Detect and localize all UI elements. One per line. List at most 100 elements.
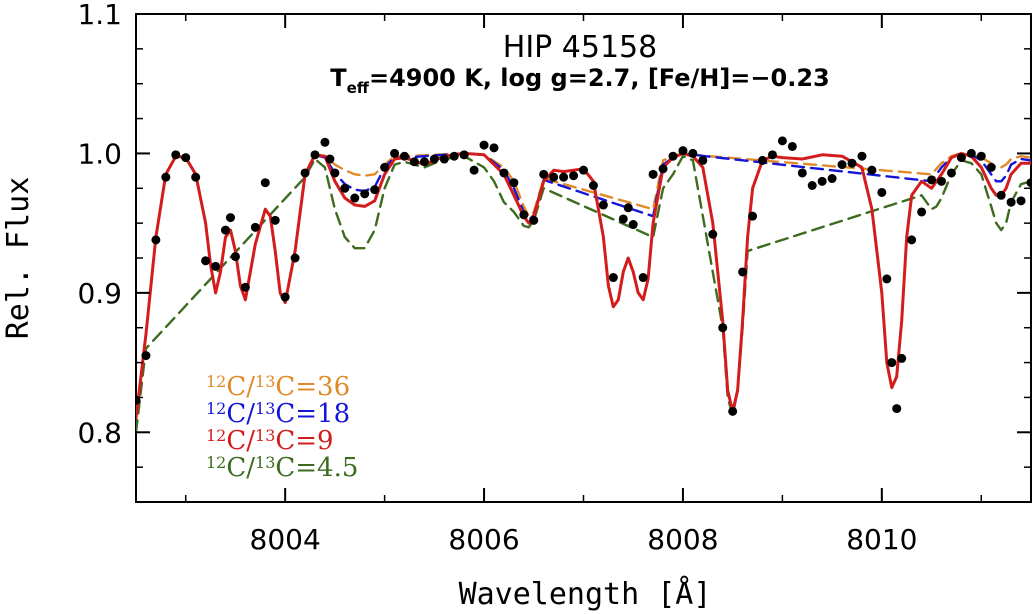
data-point [300, 168, 310, 178]
data-point [1026, 178, 1031, 188]
data-point [529, 215, 539, 225]
data-point [270, 215, 280, 225]
data-point [569, 171, 579, 181]
data-point [171, 150, 181, 160]
data-point [509, 178, 519, 188]
data-point [579, 165, 588, 175]
data-point [658, 164, 668, 174]
data-point [221, 225, 230, 235]
data-point [211, 261, 221, 271]
data-point [678, 146, 688, 156]
ticks: 8004 8006 8008 8010 0.8 0.9 1.0 1.1 [77, 0, 1031, 556]
legend-entry: 12C/13C=36 [206, 372, 350, 402]
legend-text-part: C/ [226, 426, 255, 456]
data-point [370, 185, 380, 195]
data-point [718, 323, 728, 333]
data-point [618, 214, 628, 224]
data-point [201, 256, 211, 266]
data-point [777, 136, 787, 146]
data-point [225, 213, 235, 223]
data-point [191, 172, 201, 182]
data-point [927, 175, 937, 185]
data-point [797, 168, 807, 178]
x-axis-title: Wavelength [Å] [459, 576, 712, 612]
data-point [917, 207, 927, 217]
data-point [956, 153, 966, 163]
data-point [996, 190, 1006, 200]
legend-superscript: 12 [206, 426, 226, 445]
data-point [230, 252, 240, 262]
legend-entry: 12C/13C=18 [206, 399, 350, 429]
data-point [728, 406, 738, 416]
data-point [360, 189, 370, 199]
data-point [937, 176, 946, 186]
series-line-12C-13C-4.5 [136, 154, 1031, 434]
data-point [1006, 197, 1016, 207]
y-tick-label: 1.0 [77, 137, 122, 170]
data-point [429, 154, 439, 164]
legend-superscript: 13 [255, 453, 275, 472]
legend-superscript: 12 [206, 453, 226, 472]
x-tick-label: 8006 [448, 523, 519, 556]
data-point [350, 193, 360, 203]
data-point [608, 273, 618, 283]
data-point [181, 153, 191, 163]
subtitle-params: =4900 K, log g=2.7, [Fe/H]=−0.23 [369, 64, 830, 92]
legend-text-part: C/ [226, 399, 255, 429]
y-tick-label: 0.8 [77, 416, 122, 449]
data-point [907, 235, 917, 245]
data-point [280, 292, 290, 302]
data-point [767, 150, 777, 160]
legend-superscript: 13 [255, 372, 275, 391]
data-point [419, 157, 429, 167]
data-point [519, 210, 529, 220]
data-point [787, 141, 797, 151]
teff-symbol: T [330, 64, 347, 92]
data-point [837, 160, 847, 170]
data-point [499, 168, 509, 178]
data-point [638, 273, 648, 283]
data-point [966, 148, 976, 158]
data-point [946, 168, 956, 178]
data-point [549, 172, 559, 182]
data-point [628, 220, 638, 230]
x-tick-label: 8010 [846, 523, 917, 556]
data-point [409, 157, 419, 167]
data-point [449, 151, 459, 161]
y-axis-title: Rel. Flux [1, 177, 36, 340]
data-point [250, 222, 260, 232]
data-point [688, 148, 698, 158]
legend-superscript: 13 [255, 426, 275, 445]
data-point [400, 151, 409, 161]
data-point [325, 154, 335, 164]
data-point [151, 235, 161, 245]
data-point [758, 155, 767, 165]
legend-superscript: 13 [255, 399, 275, 418]
data-point [857, 151, 867, 161]
legend-text-part: C=18 [275, 399, 350, 429]
legend-text-part: C=4.5 [275, 453, 358, 483]
data-point [380, 162, 390, 172]
data-point [976, 151, 986, 161]
data-point [310, 150, 320, 160]
legend-entry: 12C/13C=4.5 [206, 453, 358, 483]
data-point [260, 178, 270, 188]
teff-subscript: eff [347, 79, 370, 97]
legend-text-part: C=36 [275, 372, 350, 402]
data-point [887, 358, 897, 368]
data-point [489, 143, 499, 153]
data-point [330, 168, 340, 178]
chart-title: HIP 45158 [503, 30, 657, 65]
series-line-12C-13C-18 [313, 152, 1031, 222]
legend-superscript: 12 [206, 372, 226, 391]
legend-superscript: 12 [206, 399, 226, 418]
data-point [161, 172, 171, 182]
data-point [439, 154, 449, 164]
data-point [882, 274, 892, 284]
legend-text-part: C/ [226, 372, 255, 402]
x-tick-label: 8004 [250, 523, 321, 556]
x-tick-label: 8008 [647, 523, 718, 556]
data-point [807, 180, 817, 190]
legend-text-part: C/ [226, 453, 255, 483]
